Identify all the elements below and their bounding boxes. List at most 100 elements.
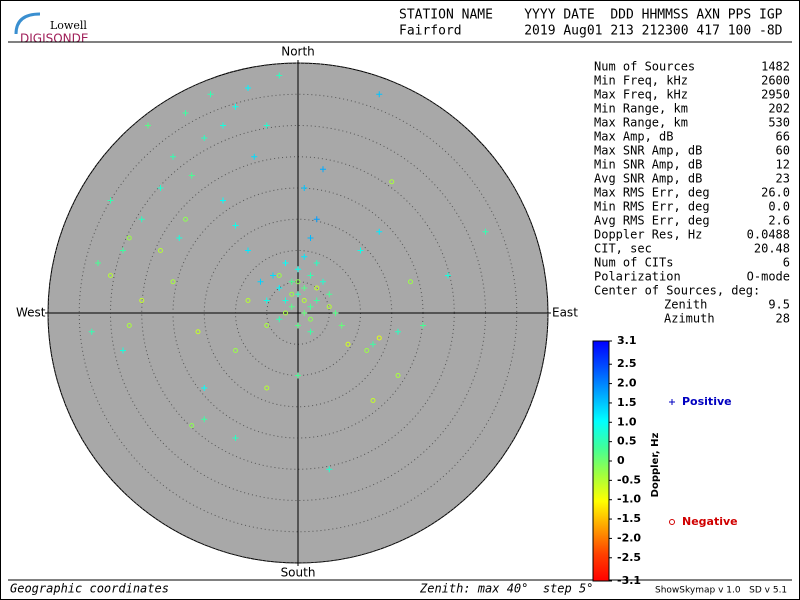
source-negative bbox=[126, 323, 132, 328]
source-negative bbox=[108, 273, 113, 278]
colorbar-tick-label: 0.5 bbox=[617, 435, 637, 448]
source-positive bbox=[332, 310, 339, 316]
stat-label: Min RMS Err, deg bbox=[594, 200, 710, 214]
stat-value: 2.6 bbox=[768, 214, 790, 228]
stat-label: CIT, sec bbox=[594, 242, 652, 256]
source-positive bbox=[295, 266, 301, 273]
source-positive bbox=[307, 272, 314, 279]
source-positive bbox=[357, 247, 364, 254]
source-positive bbox=[445, 272, 451, 279]
source-positive bbox=[276, 285, 283, 291]
stat-value: 20.48 bbox=[754, 242, 790, 256]
stat-value: 0.0488 bbox=[747, 228, 790, 242]
source-negative bbox=[364, 348, 370, 353]
colorbar-tick-label: -3.1 bbox=[617, 574, 641, 587]
source-positive bbox=[313, 260, 320, 266]
center-label: Zenith bbox=[664, 298, 707, 312]
source-negative bbox=[283, 310, 288, 316]
direction-label: West bbox=[16, 306, 46, 320]
source-positive bbox=[482, 228, 489, 235]
colorbar-tick-label: 3.1 bbox=[617, 334, 637, 347]
source-positive bbox=[220, 122, 226, 129]
source-negative bbox=[408, 279, 413, 285]
stat-label: Max Amp, dB bbox=[594, 130, 673, 144]
stat-value: 0.0 bbox=[768, 200, 790, 214]
source-negative bbox=[195, 329, 201, 335]
stat-label: Doppler Res, Hz bbox=[594, 228, 702, 242]
footer-right: ShowSkymap v 1.0 SD v 5.1 bbox=[655, 586, 787, 596]
colorbar-tick-label: -0.5 bbox=[617, 473, 641, 486]
source-positive bbox=[245, 85, 251, 91]
source-positive bbox=[201, 385, 208, 391]
stat-label: Max Range, km bbox=[594, 116, 688, 130]
source-positive bbox=[220, 197, 226, 204]
source-positive bbox=[288, 278, 295, 285]
footer-middle: Zenith: max 40° step 5° bbox=[419, 582, 593, 596]
stat-label: Avg SNR Amp, dB bbox=[594, 172, 702, 186]
stat-label: Min SNR Amp, dB bbox=[594, 158, 702, 172]
source-negative bbox=[326, 304, 332, 310]
source-negative bbox=[301, 298, 307, 303]
stat-label: Min Freq, kHz bbox=[594, 74, 688, 88]
source-positive bbox=[295, 372, 301, 379]
stat-value: 2950 bbox=[761, 88, 790, 102]
source-positive bbox=[201, 416, 208, 423]
source-negative bbox=[264, 323, 270, 328]
source-positive bbox=[276, 316, 283, 323]
colorbar-tick-label: -2.0 bbox=[617, 531, 641, 544]
source-positive bbox=[295, 322, 301, 329]
source-positive bbox=[276, 72, 283, 79]
source-positive bbox=[245, 247, 251, 254]
stat-label: Polarization bbox=[594, 270, 681, 284]
source-positive bbox=[395, 328, 401, 335]
colorbar-tick-label: -1.0 bbox=[617, 493, 641, 506]
source-negative bbox=[139, 298, 145, 303]
source-negative bbox=[276, 273, 282, 278]
source-negative bbox=[189, 423, 195, 428]
colorbar-tick-label: 2.5 bbox=[617, 357, 637, 370]
stat-label: Num of CITs bbox=[594, 256, 673, 270]
source-positive bbox=[420, 322, 426, 329]
colorbar-tick-label: -2.5 bbox=[617, 551, 641, 564]
stat-label: Avg RMS Err, deg bbox=[594, 214, 710, 228]
direction-label: South bbox=[281, 566, 316, 580]
stat-label: Min Range, km bbox=[594, 102, 688, 116]
source-positive bbox=[326, 466, 333, 473]
center-value: 28 bbox=[776, 312, 790, 326]
source-positive bbox=[182, 110, 189, 116]
header-line: STATION NAME YYYY DATE DDD HHMMSS AXN PP… bbox=[399, 8, 783, 23]
stat-value: 202 bbox=[768, 102, 790, 116]
source-positive bbox=[207, 91, 214, 98]
source-negative bbox=[308, 316, 313, 322]
source-negative bbox=[289, 291, 295, 297]
source-positive bbox=[138, 216, 145, 223]
source-negative bbox=[233, 348, 238, 353]
source-negative bbox=[370, 398, 376, 403]
stat-value: 6 bbox=[783, 256, 790, 270]
legend-label: Negative bbox=[682, 515, 738, 528]
stat-value: O-mode bbox=[747, 270, 790, 284]
source-negative bbox=[245, 298, 251, 303]
source-positive bbox=[288, 303, 295, 310]
source-positive bbox=[257, 278, 264, 285]
source-positive bbox=[232, 222, 239, 229]
colorbar-tick-label: 0 bbox=[617, 454, 625, 467]
source-positive bbox=[376, 91, 383, 98]
source-positive bbox=[107, 197, 114, 204]
source-positive bbox=[301, 253, 308, 260]
colorbar bbox=[592, 340, 610, 582]
source-positive bbox=[188, 172, 195, 179]
source-negative bbox=[295, 279, 301, 285]
source-positive bbox=[370, 341, 376, 348]
source-positive bbox=[170, 153, 176, 160]
legend-label: Positive bbox=[682, 395, 732, 408]
colorbar-tick-label: 1.5 bbox=[617, 396, 637, 409]
source-negative bbox=[376, 335, 382, 341]
source-positive bbox=[95, 260, 101, 266]
source-negative bbox=[389, 179, 395, 185]
source-positive bbox=[301, 285, 308, 291]
source-positive bbox=[176, 235, 183, 241]
stat-label: Max SNR Amp, dB bbox=[594, 144, 702, 158]
source-positive bbox=[307, 303, 314, 310]
